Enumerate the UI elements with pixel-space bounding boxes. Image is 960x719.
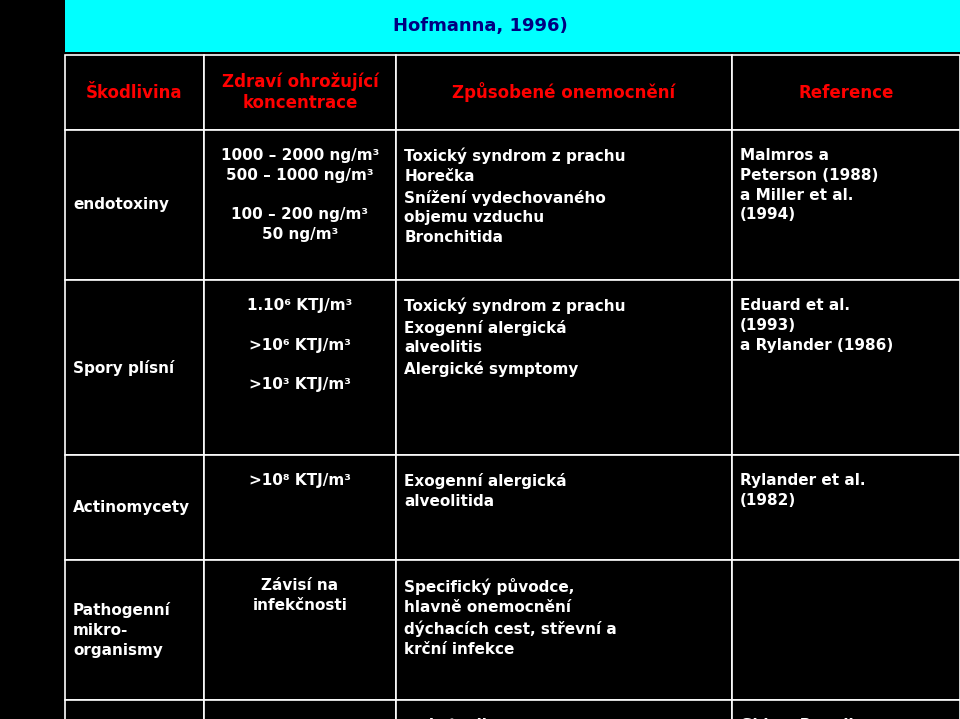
Bar <box>65 0 960 52</box>
Bar <box>65 55 204 130</box>
Bar <box>204 455 396 560</box>
Bar <box>204 560 396 700</box>
Bar <box>732 280 960 455</box>
Text: 1.10⁶ KTJ/m³

>10⁶ KTJ/m³

>10³ KTJ/m³: 1.10⁶ KTJ/m³ >10⁶ KTJ/m³ >10³ KTJ/m³ <box>248 298 352 392</box>
Text: Actinomycety: Actinomycety <box>73 500 190 515</box>
Text: mykotoxikozy: mykotoxikozy <box>404 718 522 719</box>
Text: endotoxiny: endotoxiny <box>73 198 169 213</box>
Bar <box>396 130 732 280</box>
Bar <box>732 55 960 130</box>
Bar <box>732 455 960 560</box>
Bar <box>732 560 960 700</box>
Text: Závisí na
infekčnosti: Závisí na infekčnosti <box>252 578 348 613</box>
Text: Reference: Reference <box>798 83 894 101</box>
Text: Specifický původce,
hlavně onemocnění
dýchacích cest, střevní a
krční infekce: Specifický původce, hlavně onemocnění dý… <box>404 578 617 656</box>
Text: >10⁸ KTJ/m³: >10⁸ KTJ/m³ <box>249 473 351 488</box>
Bar <box>65 700 204 719</box>
Bar <box>204 700 396 719</box>
Bar <box>396 700 732 719</box>
Bar <box>65 560 204 700</box>
Text: Eduard et al.
(1993)
a Rylander (1986): Eduard et al. (1993) a Rylander (1986) <box>740 298 893 352</box>
Text: Způsobené onemocnění: Způsobené onemocnění <box>452 83 676 103</box>
Text: Rylander et al.
(1982): Rylander et al. (1982) <box>740 473 865 508</box>
Text: Malmros a
Peterson (1988)
a Miller et al.
(1994): Malmros a Peterson (1988) a Miller et al… <box>740 148 878 222</box>
Text: Spory plísní: Spory plísní <box>73 360 174 375</box>
Bar <box>65 280 204 455</box>
Text: 1000 – 2000 ng/m³
500 – 1000 ng/m³

100 – 200 ng/m³
50 ng/m³: 1000 – 2000 ng/m³ 500 – 1000 ng/m³ 100 –… <box>221 148 379 242</box>
Bar <box>65 130 204 280</box>
Text: Pathogenní
mikro-
organismy: Pathogenní mikro- organismy <box>73 603 171 658</box>
Bar <box>65 455 204 560</box>
Text: Hofmanna, 1996): Hofmanna, 1996) <box>393 17 567 35</box>
Bar <box>396 455 732 560</box>
Text: Ghio a Roggli
(1995): Ghio a Roggli (1995) <box>740 718 853 719</box>
Text: Zdraví ohrožující
koncentrace: Zdraví ohrožující koncentrace <box>222 73 378 112</box>
Bar <box>396 55 732 130</box>
Bar <box>732 130 960 280</box>
Bar <box>204 55 396 130</box>
Text: Toxický syndrom z prachu
Exogenní alergická
alveolitis
Alergické symptomy: Toxický syndrom z prachu Exogenní alergi… <box>404 298 626 377</box>
Bar <box>732 700 960 719</box>
Bar <box>396 280 732 455</box>
Text: Exogenní alergická
alveolitida: Exogenní alergická alveolitida <box>404 473 566 509</box>
Bar <box>204 280 396 455</box>
Text: Toxický syndrom z prachu
Horečka
Snížení vydechovaného
objemu vzduchu
Bronchitid: Toxický syndrom z prachu Horečka Snížení… <box>404 148 626 245</box>
Bar <box>204 130 396 280</box>
Text: Škodlivina: Škodlivina <box>86 83 182 101</box>
Bar <box>396 560 732 700</box>
